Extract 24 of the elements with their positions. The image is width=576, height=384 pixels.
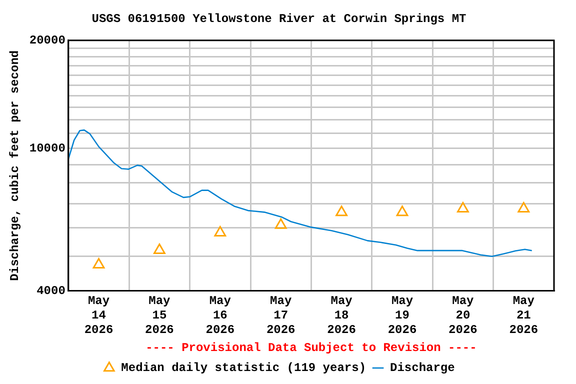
point (92, 258, 105, 268)
point (457, 202, 469, 212)
x-tick-label: May 16 2026 (206, 294, 235, 337)
point (336, 206, 348, 216)
chart-title: USGS 06191500 Yellowstone River at Corwin Springs MT (92, 12, 466, 26)
point (154, 244, 166, 254)
legend-label: Discharge (390, 361, 455, 376)
legend-label: Median daily statistic (119 years) (121, 361, 366, 376)
x-tick-label: May 15 2026 (145, 294, 174, 337)
x-tick-label: May 18 2026 (327, 294, 356, 337)
point (274, 218, 287, 229)
x-tick-label: May 20 2026 (448, 294, 478, 337)
x-tick-label: May 14 2026 (84, 294, 114, 337)
point (396, 206, 408, 216)
y-axis-title: Discharge, cubic feet per second (8, 50, 22, 281)
y-tick-label: 20000 (29, 33, 66, 48)
point (518, 202, 530, 212)
x-tick-label: May 21 2026 (509, 294, 538, 337)
y-tick-label: 10000 (29, 141, 66, 156)
x-tick-label: May 17 2026 (266, 294, 296, 337)
y-tick-label: 4000 (36, 284, 66, 298)
point (214, 226, 226, 236)
x-tick-label: May 19 2026 (388, 294, 417, 337)
text: ---- Provisional Data Subject to Revision ---- (146, 341, 477, 356)
